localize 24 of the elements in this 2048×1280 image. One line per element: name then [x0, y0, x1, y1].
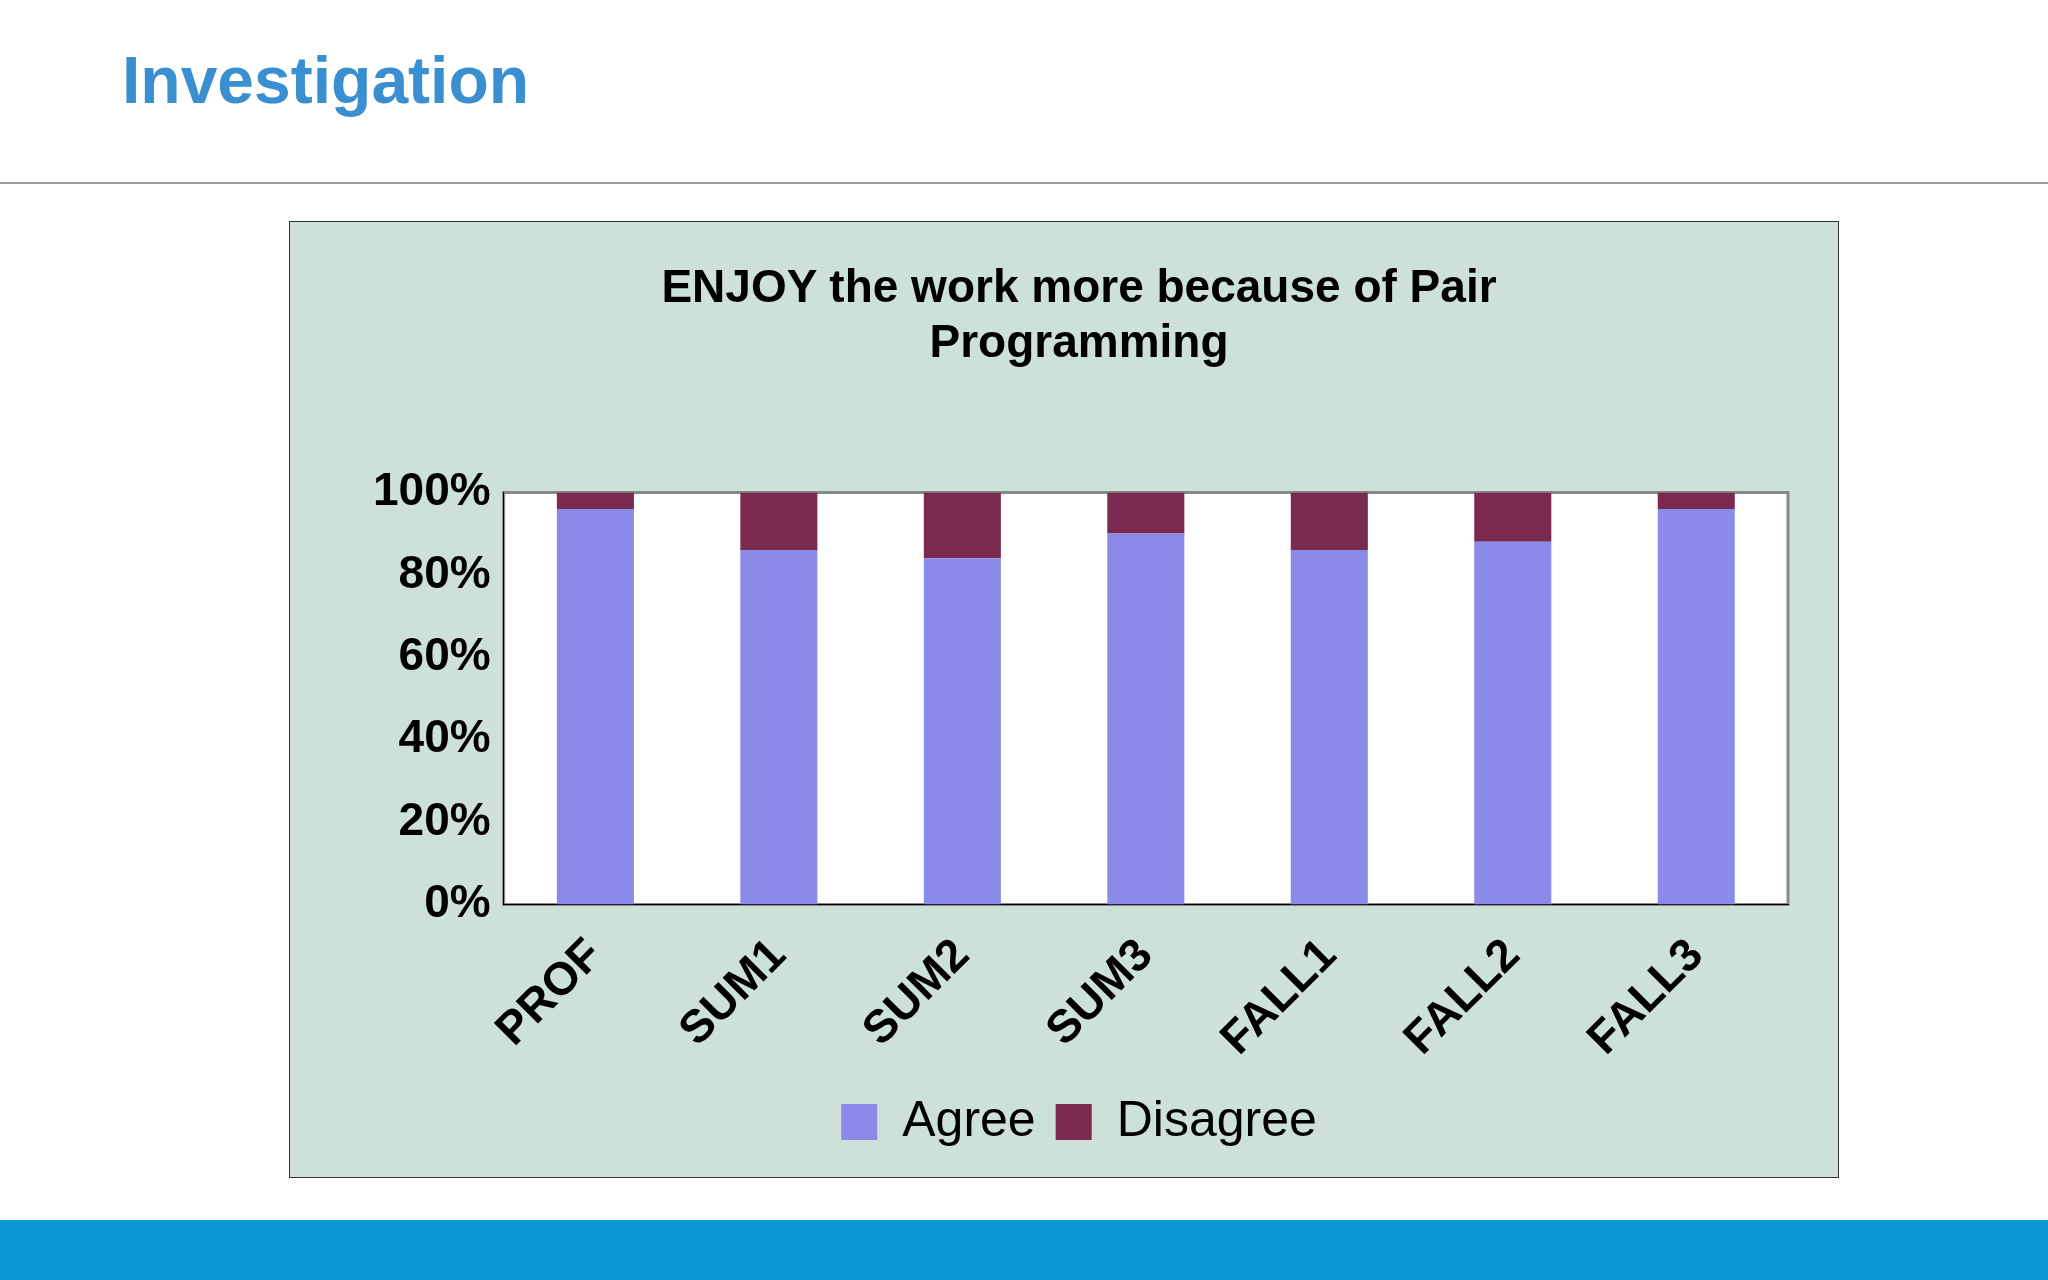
bar [923, 558, 1001, 905]
bar [1290, 492, 1368, 551]
bar [556, 492, 634, 509]
y-tick-label: 60% [398, 627, 491, 680]
bar [740, 550, 818, 905]
bar [1107, 533, 1185, 905]
chart-title: ENJOY the work more because of Pair Programming [661, 260, 1497, 368]
y-tick-label: 0% [424, 875, 491, 928]
bar [1657, 508, 1735, 905]
y-tick-label: 40% [398, 710, 491, 763]
text: Investigation [122, 42, 530, 118]
legend-label: Disagree [1116, 1090, 1317, 1147]
bar [1474, 541, 1552, 905]
y-tick-label: 100% [372, 463, 491, 516]
bar [556, 508, 634, 905]
legend-label: Agree [902, 1090, 1036, 1147]
bar [1107, 492, 1185, 534]
bar [923, 492, 1001, 559]
bar [740, 492, 818, 551]
bar [1290, 550, 1368, 905]
y-tick-label: 80% [398, 545, 491, 598]
bar [1474, 492, 1552, 542]
bar [1657, 492, 1735, 509]
y-tick-label: 20% [398, 792, 491, 845]
